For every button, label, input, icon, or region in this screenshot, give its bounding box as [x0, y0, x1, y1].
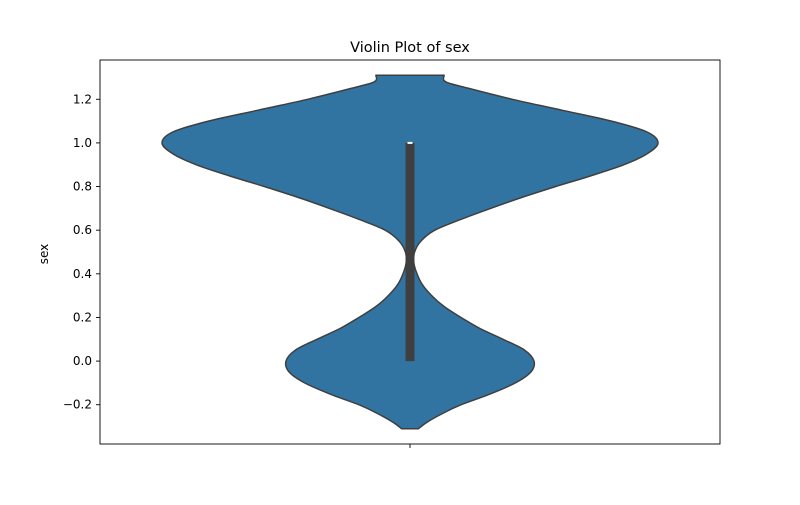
y-tick-label: 0.0 — [73, 354, 92, 368]
chart-title: Violin Plot of sex — [350, 40, 470, 56]
y-tick-label: 0.8 — [73, 180, 92, 194]
y-axis-label: sex — [37, 244, 51, 265]
plot-area: −0.2 0.0 0.2 0.4 0.6 0.8 1.0 1.2 — [63, 59, 721, 448]
violin-median-marker — [407, 141, 413, 144]
y-tick-label: −0.2 — [63, 398, 92, 412]
y-tick-label: 1.2 — [73, 92, 92, 106]
y-tick-label: 0.4 — [73, 267, 92, 281]
violin-iqr-box — [405, 142, 415, 362]
y-tick-label: 0.2 — [73, 310, 92, 324]
y-tick-label: 1.0 — [73, 136, 92, 150]
y-tick-label: 0.6 — [73, 223, 92, 237]
